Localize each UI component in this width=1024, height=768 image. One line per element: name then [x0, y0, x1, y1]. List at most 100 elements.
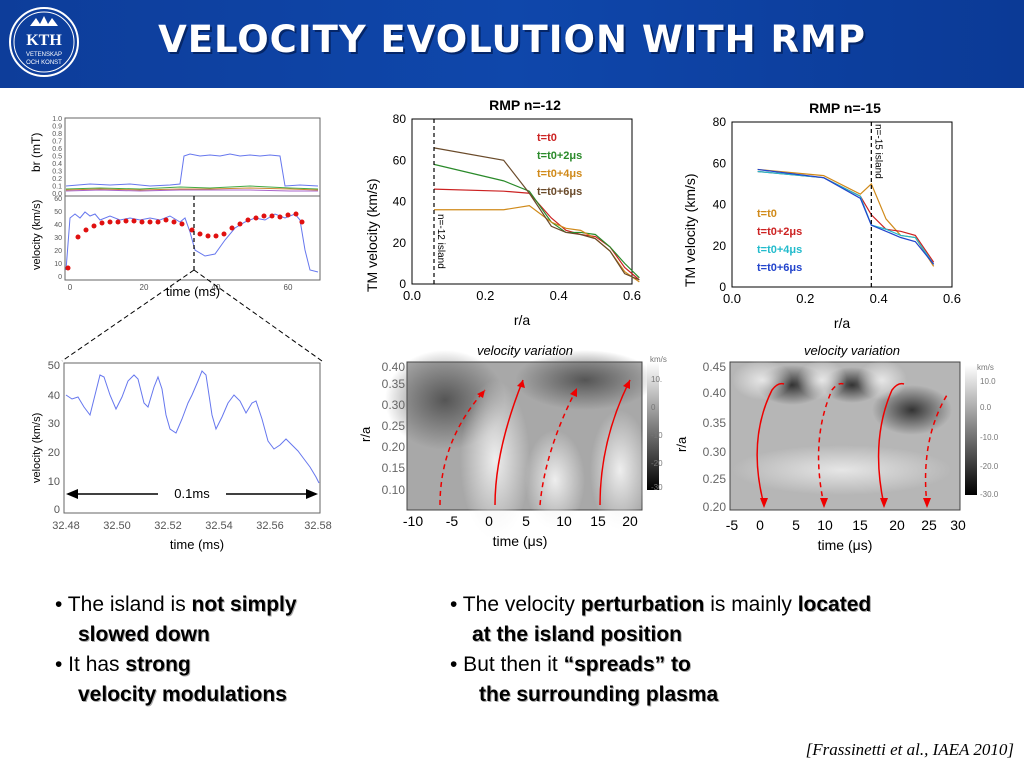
- cbar-label: km/s: [650, 355, 667, 364]
- zoom-xtick: 32.54: [205, 520, 233, 532]
- scale-label: 0.1ms: [174, 486, 210, 501]
- cbar-tick: -30.0: [980, 490, 999, 499]
- zoom-xtick: 32.56: [256, 520, 284, 532]
- x-tick-label: 0.0: [723, 291, 741, 306]
- x-tick-label: 0.4: [550, 288, 568, 303]
- y-tick-label: 80: [393, 112, 407, 126]
- time-xlabel: time (ms): [166, 284, 220, 299]
- y-tick-label: 0: [399, 277, 406, 291]
- contour-xtick: 20: [889, 517, 905, 533]
- contour-xlabel: time (μs): [493, 533, 548, 549]
- contour-xtick: 15: [590, 513, 606, 529]
- contour-xtick: 5: [792, 517, 800, 533]
- contour-ytick: 0.10: [382, 483, 406, 497]
- cbar-tick: 0.0: [980, 403, 992, 412]
- br-tick: 0.6: [52, 146, 62, 153]
- bullet-item-cont: the surrounding plasma: [479, 683, 719, 706]
- legend-entry: t=t0+4μs: [537, 168, 582, 180]
- zoom-ytick: 50: [48, 360, 60, 372]
- br-tick: 0.3: [52, 169, 62, 176]
- contour-ytick: 0.35: [382, 377, 406, 391]
- series-line: [433, 147, 640, 281]
- contour-ylabel: r/a: [674, 436, 689, 452]
- bullets-right: • The velocity perturbation is mainly lo…: [450, 590, 871, 710]
- bullet-item-cont: velocity modulations: [78, 683, 287, 706]
- legend-entry: t=t0+2μs: [537, 150, 582, 162]
- contour-ytick: 0.25: [703, 472, 727, 486]
- zoom-ytick: 30: [48, 418, 60, 430]
- logo-kth: KTH: [26, 32, 62, 49]
- x-tick-label: 0.4: [870, 291, 888, 306]
- x-tick-label: 0.2: [796, 291, 814, 306]
- velocity-ylabel: velocity (km/s): [31, 200, 43, 270]
- y-tick-label: 40: [393, 195, 407, 209]
- br-tick: 1.0: [52, 116, 62, 123]
- cbar-tick: 10.: [651, 375, 662, 384]
- bullet-item-cont: at the island position: [472, 623, 683, 646]
- bullet-item-cont: slowed down: [78, 623, 210, 646]
- cbar-tick: 0: [651, 403, 656, 412]
- br-tick: 0.4: [52, 161, 62, 168]
- chart-xlabel: r/a: [514, 312, 531, 328]
- time-tick: 20: [140, 283, 149, 292]
- zoom-ylabel: velocity (km/s): [31, 413, 43, 483]
- contour-ytick: 0.40: [703, 386, 727, 400]
- rmp-n15-chart: RMP n=-15 0 20 40 60 80 0.0 0.2 0.4 0.6 t=t0 t=t0+…: [682, 100, 961, 331]
- br-velocity-panel: 1.0 0.9 0.8 0.7 0.6 0.5 0.4 0.3 0.2 0.1 …: [29, 116, 321, 299]
- br-tick: 0.1: [52, 184, 62, 191]
- contour-ytick: 0.30: [703, 445, 727, 459]
- y-tick-label: 80: [713, 115, 727, 129]
- cbar-tick: 10.0: [980, 377, 996, 386]
- br-tick: 0.5: [52, 154, 62, 161]
- x-tick-label: 0.6: [943, 291, 961, 306]
- contour-ytick: 0.35: [703, 416, 727, 430]
- island-label: n=-15 island: [872, 124, 883, 179]
- x-tick-label: 0.2: [476, 288, 494, 303]
- x-tick-label: 0.6: [623, 288, 641, 303]
- contour-ytick: 0.30: [382, 398, 406, 412]
- y-tick-label: 0: [719, 280, 726, 294]
- contour-xtick: 10: [817, 517, 833, 533]
- time-tick: 40: [212, 283, 221, 292]
- zoom-xtick: 32.52: [154, 520, 182, 532]
- legend-entry: t=t0: [537, 132, 557, 144]
- island-label: n=-12 island: [435, 214, 446, 269]
- vel-tick: 60: [54, 196, 62, 203]
- br-tick: 0.0: [52, 191, 62, 198]
- cbar-tick: -20: [651, 459, 663, 468]
- vel-tick: 50: [54, 209, 62, 216]
- contour-xtick: 0: [756, 517, 764, 533]
- cbar-tick: -10: [651, 431, 663, 440]
- cbar-tick: -20.0: [980, 462, 999, 471]
- contour-xtick: 10: [556, 513, 572, 529]
- contour-ytick: 0.20: [382, 440, 406, 454]
- logo-line2: VETENSKAP: [25, 52, 62, 58]
- contour-title: velocity variation: [804, 343, 900, 358]
- contour-ytick: 0.45: [703, 360, 727, 374]
- contour-xlabel: time (μs): [818, 537, 873, 553]
- contour-xtick: -5: [726, 517, 739, 533]
- contour-ylabel: r/a: [358, 426, 373, 442]
- legend-entry: t=t0+2μs: [757, 226, 802, 238]
- rmp-n12-chart: RMP n=-12 0 20 40 60 80 0.0 0.2 0.4 0.6 t=t0 t=t0+…: [364, 97, 641, 328]
- contour-ytick: 0.25: [382, 419, 406, 433]
- y-tick-label: 20: [713, 239, 727, 253]
- time-tick: 0: [68, 283, 73, 292]
- chart-title: RMP n=-15: [809, 100, 881, 116]
- contour-ytick: 0.40: [382, 360, 406, 374]
- br-traces: [65, 153, 319, 192]
- contour-xtick: 30: [950, 517, 966, 533]
- contour-xtick: 5: [522, 513, 530, 529]
- plot-frame: [731, 121, 953, 288]
- plot-frame: [411, 118, 633, 285]
- cbar-tick: -30: [651, 483, 663, 492]
- bullets-left: • The island is not simply slowed down •…: [55, 590, 297, 710]
- zoom-xtick: 32.50: [103, 520, 131, 532]
- vel-tick: 10: [54, 261, 62, 268]
- zoom-velocity-trace: [65, 370, 320, 484]
- contour-xtick: -5: [446, 513, 459, 529]
- contour-ytick: 0.20: [703, 500, 727, 514]
- vel-tick: 20: [54, 248, 62, 255]
- bullet-item: • The velocity perturbation is mainly lo…: [450, 593, 872, 616]
- zoom-ytick: 0: [54, 504, 60, 516]
